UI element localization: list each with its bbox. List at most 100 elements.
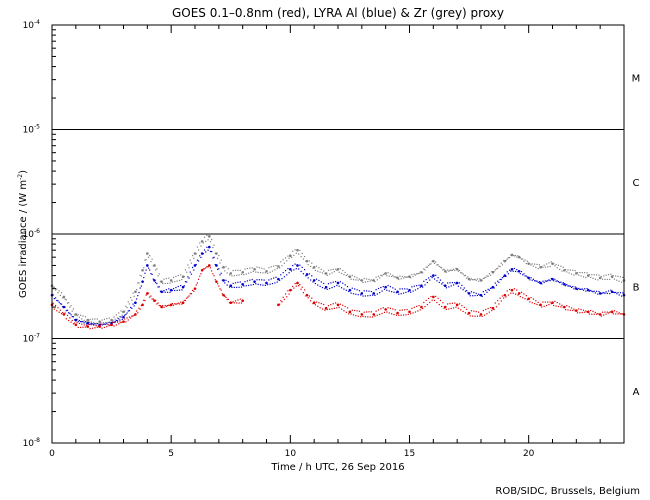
trace-dot — [427, 277, 430, 279]
trace-dot — [268, 279, 270, 281]
trace-dot — [106, 318, 108, 320]
point-goes-39 — [455, 303, 459, 307]
trace-dot — [307, 277, 309, 279]
trace-dot — [489, 287, 492, 289]
trace-dot — [174, 303, 176, 305]
class-label-b: B — [633, 282, 640, 293]
trace-dot — [338, 271, 340, 273]
trace-dot — [460, 287, 462, 289]
trace-dot — [269, 271, 271, 273]
trace-dot — [238, 302, 240, 304]
trace-dot — [256, 279, 258, 281]
trace-dot — [550, 303, 552, 305]
trace-dot — [249, 267, 251, 269]
trace-dot — [299, 283, 301, 286]
trace-dot — [238, 286, 240, 288]
trace-dot — [88, 320, 90, 322]
point-goes-19 — [229, 301, 233, 305]
trace-dot — [370, 279, 372, 281]
trace-dot — [435, 295, 437, 297]
trace-dot — [387, 307, 389, 309]
trace-dot — [512, 254, 514, 257]
trace-dot — [236, 286, 238, 289]
trace-dot — [438, 265, 440, 267]
trace-dot — [581, 271, 583, 274]
trace-dot — [416, 305, 418, 307]
trace-dot — [145, 294, 147, 296]
point-zr-52 — [598, 276, 602, 280]
trace-dot — [503, 259, 505, 262]
trace-dot — [574, 270, 576, 272]
trace-dot — [568, 306, 570, 308]
trace-dot — [299, 264, 301, 266]
trace-dot — [458, 282, 461, 284]
trace-dot — [83, 324, 85, 326]
trace-dot — [399, 288, 401, 290]
trace-dot — [76, 322, 78, 324]
trace-dot — [127, 319, 129, 321]
trace-dot — [207, 249, 209, 251]
trace-dot — [363, 277, 365, 280]
trace-dot — [336, 284, 338, 287]
trace-dot — [494, 302, 496, 304]
point-goes-5 — [110, 323, 113, 327]
trace-dot — [243, 273, 245, 276]
trace-dot — [342, 282, 344, 284]
trace-dot — [157, 286, 159, 288]
trace-dot — [276, 267, 278, 270]
point-goes-51 — [586, 310, 590, 314]
trace-dot — [100, 323, 102, 325]
trace-dot — [345, 289, 347, 291]
trace-dot — [103, 326, 106, 329]
trace-dot — [532, 265, 535, 267]
trace-dot — [380, 286, 382, 289]
y-tick-exponent: -6 — [34, 228, 40, 235]
trace-dot — [519, 296, 521, 298]
trace-dot — [578, 274, 580, 276]
trace-dot — [57, 292, 59, 294]
trace-dot — [53, 298, 55, 300]
trace-dot — [467, 313, 469, 315]
trace-dot — [68, 312, 70, 314]
trace-dot — [196, 246, 198, 248]
trace-dot — [510, 292, 512, 294]
trace-dot — [331, 272, 333, 274]
trace-dot — [414, 274, 417, 276]
trace-dot — [205, 251, 207, 253]
trace-dot — [74, 322, 76, 324]
trace-dot — [374, 281, 376, 283]
trace-dot — [85, 323, 88, 325]
trace-dot — [516, 269, 518, 271]
trace-dot — [437, 264, 439, 266]
trace-dot — [200, 245, 202, 247]
trace-dot — [570, 307, 573, 309]
trace-dot — [487, 307, 489, 310]
trace-dot — [224, 282, 226, 284]
trace-dot — [323, 282, 325, 285]
trace-dot — [386, 289, 388, 291]
trace-dot — [217, 283, 219, 285]
trace-dot — [436, 280, 438, 282]
trace-dot — [407, 313, 409, 315]
trace-dot — [537, 301, 539, 304]
trace-dot — [156, 303, 158, 305]
trace-dot — [536, 280, 538, 282]
point-zr-37 — [432, 259, 435, 263]
point-goes-4 — [98, 325, 101, 328]
trace-dot — [96, 318, 98, 320]
trace-dot — [604, 278, 606, 280]
trace-dot — [324, 309, 326, 311]
point-zr-17 — [215, 252, 218, 255]
trace-dot — [150, 295, 152, 297]
trace-dot — [333, 271, 336, 273]
trace-dot — [500, 278, 502, 281]
trace-dot — [152, 298, 154, 300]
trace-dot — [445, 308, 448, 310]
trace-dot — [151, 258, 153, 260]
point-goes-42 — [491, 306, 495, 310]
trace-dot — [125, 313, 127, 315]
trace-dot — [234, 269, 237, 271]
point-zr-39 — [455, 267, 459, 271]
trace-dot — [80, 320, 82, 323]
trace-dot — [145, 269, 147, 271]
